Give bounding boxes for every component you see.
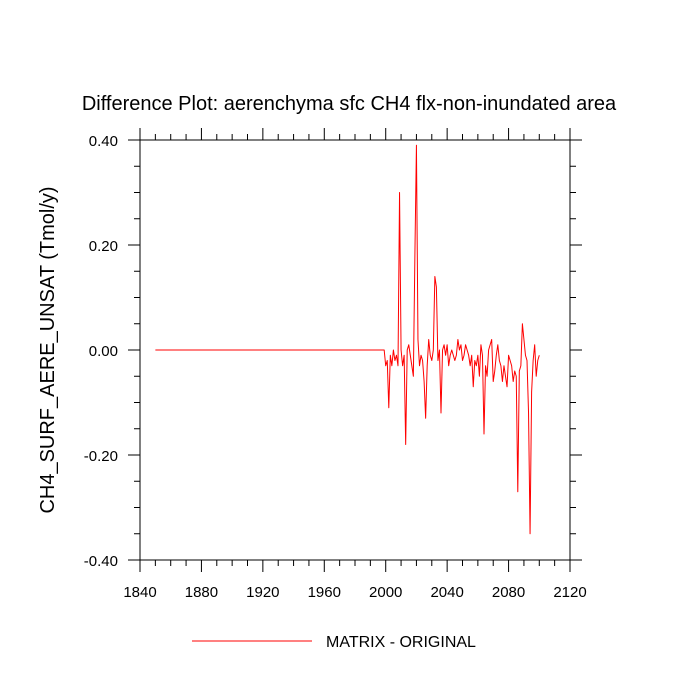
x-tick-label: 1840 — [123, 584, 156, 601]
x-tick-labels: 1840 1880 1920 1960 2000 2040 2080 2120 — [123, 584, 586, 601]
x-tick-label: 2120 — [553, 584, 586, 601]
x-tick-label: 1880 — [185, 584, 218, 601]
axis-ticks — [128, 128, 582, 572]
series-line — [155, 144, 540, 535]
legend: MATRIX - ORIGINAL — [192, 634, 476, 651]
y-axis-label: CH4_SURF_AERE_UNSAT (Tmol/y) — [37, 186, 59, 513]
x-tick-label: 2080 — [492, 584, 525, 601]
x-tick-label: 2040 — [430, 584, 463, 601]
chart-title: Difference Plot: aerenchyma sfc CH4 flx-… — [82, 93, 617, 115]
y-tick-label: -0.20 — [84, 448, 118, 465]
legend-label: MATRIX - ORIGINAL — [326, 634, 476, 651]
x-tick-label: 1960 — [308, 584, 341, 601]
y-tick-label: 0.00 — [89, 343, 118, 360]
x-tick-label: 1920 — [246, 584, 279, 601]
y-tick-label: 0.20 — [89, 238, 118, 255]
series-group — [155, 144, 540, 535]
x-tick-label: 2000 — [369, 584, 402, 601]
y-tick-labels: -0.40 -0.20 0.00 0.20 0.40 — [84, 133, 118, 570]
y-tick-label: -0.40 — [84, 553, 118, 570]
y-tick-label: 0.40 — [89, 133, 118, 150]
